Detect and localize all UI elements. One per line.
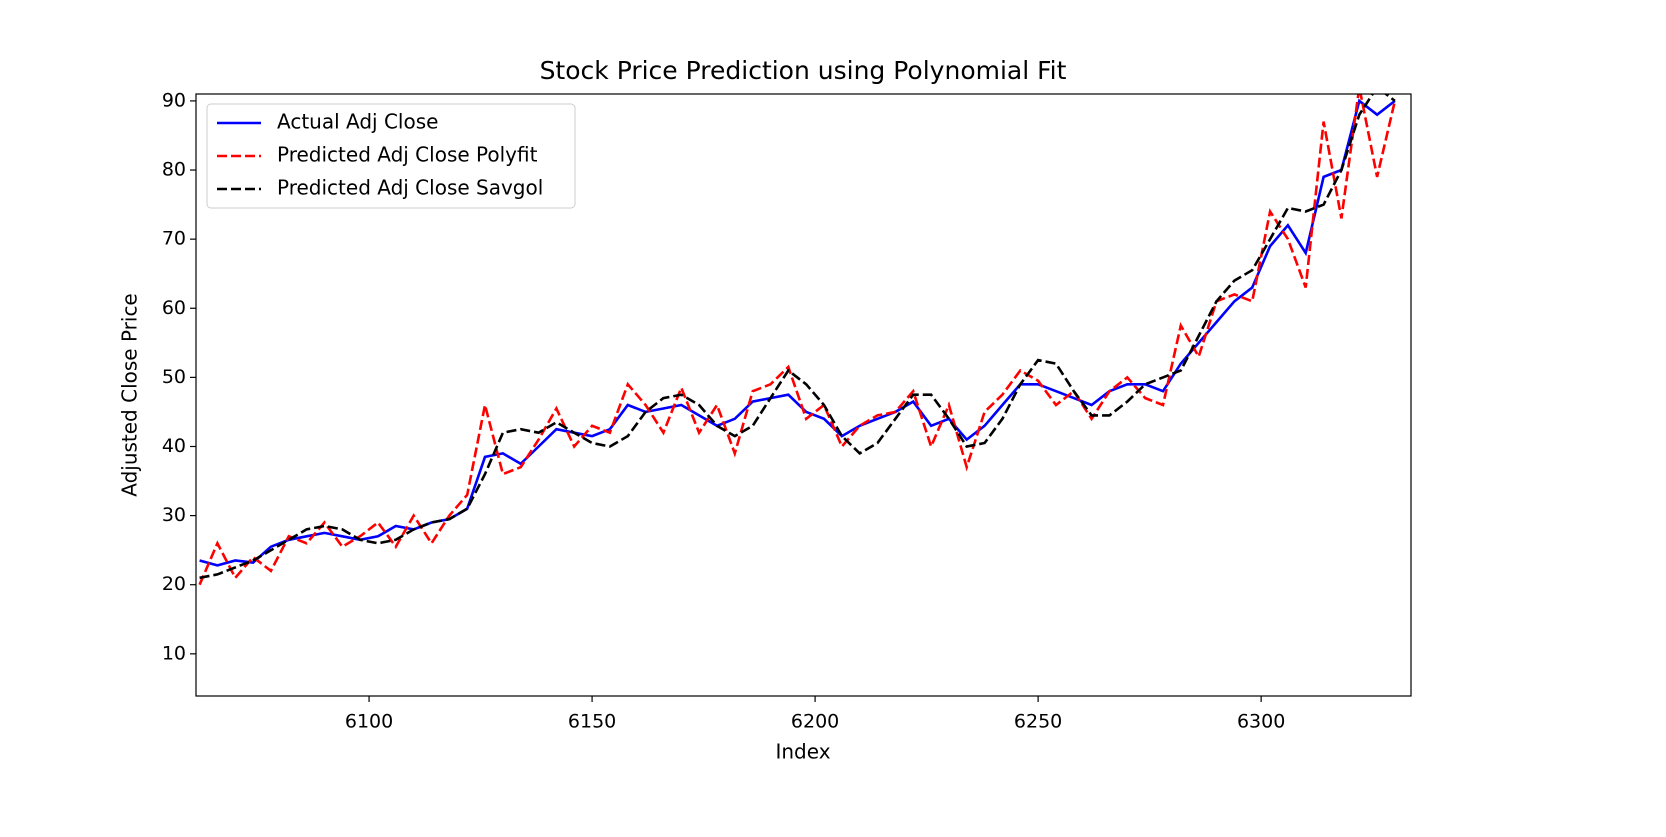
legend-label: Predicted Adj Close Savgol — [277, 176, 543, 200]
y-tick-label: 10 — [162, 642, 186, 664]
y-tick-label: 60 — [162, 297, 186, 319]
x-tick-label: 6100 — [345, 711, 393, 733]
x-tick-label: 6150 — [568, 711, 616, 733]
y-tick-label: 70 — [162, 228, 186, 250]
line-series — [199, 98, 1396, 567]
y-tick-label: 40 — [162, 435, 186, 457]
line-series — [199, 94, 1396, 580]
x-tick-label: 6300 — [1237, 711, 1285, 733]
x-axis-label: Index — [775, 740, 830, 764]
legend-label: Predicted Adj Close Polyfit — [277, 143, 538, 167]
plot-area — [198, 94, 1397, 586]
y-tick-label: 80 — [162, 159, 186, 181]
chart-title: Stock Price Prediction using Polynomial … — [540, 56, 1067, 85]
plot-frame — [195, 93, 1412, 697]
x-tick-label: 6250 — [1014, 711, 1062, 733]
legend-box — [206, 103, 576, 209]
y-tick-label: 90 — [162, 89, 186, 111]
y-tick-label: 20 — [162, 573, 186, 595]
x-tick-label: 6200 — [791, 711, 839, 733]
legend-label: Actual Adj Close — [277, 110, 438, 134]
y-tick-label: 30 — [162, 504, 186, 526]
y-tick-label: 50 — [162, 366, 186, 388]
y-axis-label: Adjusted Close Price — [118, 293, 142, 497]
line-series — [198, 94, 1397, 586]
